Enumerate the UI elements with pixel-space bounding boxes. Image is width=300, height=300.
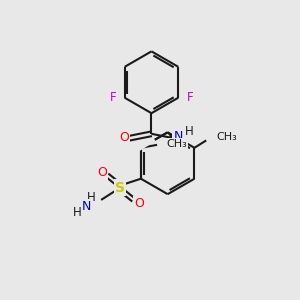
Text: H: H	[73, 206, 82, 219]
Text: F: F	[187, 91, 193, 104]
Text: O: O	[97, 166, 107, 179]
Text: CH₃: CH₃	[217, 132, 237, 142]
Text: N: N	[173, 130, 183, 143]
Text: O: O	[134, 197, 144, 210]
Text: CH₃: CH₃	[166, 139, 187, 149]
Text: F: F	[110, 91, 116, 104]
Text: S: S	[115, 181, 125, 194]
Text: O: O	[119, 131, 129, 144]
Text: N: N	[82, 200, 91, 213]
Text: H: H	[185, 125, 194, 138]
Text: H: H	[87, 191, 96, 204]
